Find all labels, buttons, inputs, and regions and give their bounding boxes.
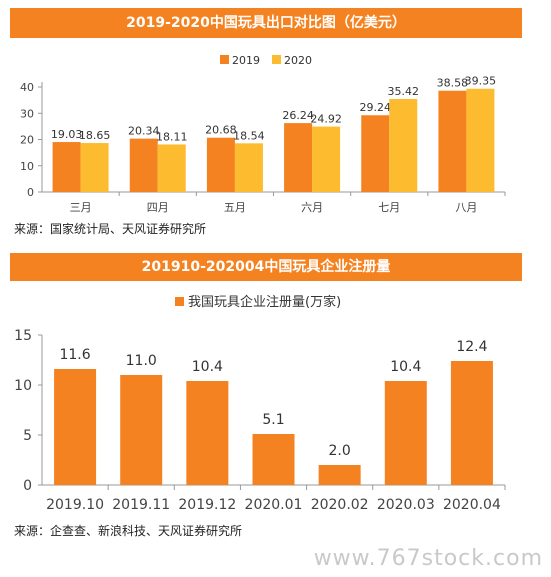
chart1-data-label: 29.24 [360,101,392,114]
chart1-bar-2019 [52,142,81,192]
chart1-y-tick-label: 10 [20,160,34,173]
chart2-x-tick-label: 2020.01 [245,497,303,513]
chart1-legend-swatch [220,55,229,64]
chart2-legend-label: 我国玩具企业注册量(万家) [188,294,341,310]
chart1-data-label: 26.24 [282,109,314,122]
chart1-bar-2019 [361,115,390,192]
chart1-bar-2020 [80,143,109,192]
chart2-y-tick-label: 10 [14,378,32,394]
chart2-x-tick-label: 2020.04 [443,497,501,513]
chart1-data-label: 20.68 [205,124,237,137]
chart2-x-tick-label: 2019.10 [46,497,104,513]
chart1-x-tick-label: 四月 [147,201,169,214]
chart1-data-label: 39.35 [465,75,497,88]
chart1-y-tick-label: 40 [20,81,34,94]
chart2-title-banner: 201910-202004中国玩具企业注册量 [10,253,522,281]
chart2-data-label: 12.4 [456,339,487,355]
chart1-bar-2019 [284,123,313,192]
chart1-bar-2019 [206,137,235,192]
chart2-y-tick-label: 15 [14,328,32,344]
chart1-x-tick-label: 八月 [455,201,477,214]
chart2-x-tick-label: 2020.03 [377,497,435,513]
chart1-bar-2020 [466,88,495,192]
chart1-legend-label: 2020 [284,54,312,67]
chart2-x-tick-label: 2019.12 [178,497,236,513]
chart1-data-label: 18.65 [79,129,111,142]
chart2-bar [186,381,229,485]
chart1-data-label: 24.92 [310,113,342,126]
chart2-bar [318,465,361,485]
chart1-bar-2020 [157,144,186,192]
chart1-bar-2020 [234,143,263,192]
chart2-bar [54,369,97,485]
chart1-bar-2020 [312,126,341,192]
chart1-data-label: 18.54 [233,129,265,142]
chart1-y-tick-label: 30 [20,107,34,120]
chart1-title-banner: 2019-2020中国玩具出口对比图（亿美元） [10,8,522,38]
chart1-x-tick-label: 七月 [378,201,400,214]
chart2-data-label: 11.6 [59,347,90,363]
chart2-data-label: 2.0 [329,443,351,459]
chart2-source-note: 来源：企查查、新浪科技、天风证券研究所 [14,524,243,538]
chart2-data-label: 5.1 [262,412,284,428]
chart1-x-tick-label: 五月 [224,201,246,214]
chart1-data-label: 20.34 [128,125,160,138]
chart2-bar [384,381,427,485]
chart1-bar-2019 [438,90,467,192]
chart1-legend-label: 2019 [232,54,260,67]
chart2-legend-swatch [175,297,184,306]
chart2-x-tick-label: 2020.02 [311,497,369,513]
chart1-data-label: 19.03 [51,128,83,141]
chart1-x-tick-label: 三月 [70,201,92,214]
chart2-bar [120,375,163,485]
chart1-data-label: 18.11 [156,130,188,143]
chart2-data-label: 10.4 [192,359,223,375]
chart2-bar [252,434,295,485]
chart1-y-tick-label: 20 [20,134,34,147]
chart1-source-note: 来源：国家统计局、天风证券研究所 [14,222,207,236]
chart1-legend-swatch [272,55,281,64]
chart2-y-tick-label: 0 [23,478,32,494]
chart2-x-tick-label: 2019.11 [112,497,170,513]
chart2-data-label: 10.4 [390,359,421,375]
chart1-data-label: 38.58 [437,77,469,90]
chart2-y-tick-label: 5 [23,428,32,444]
chart1-bar-2019 [129,138,158,192]
chart1-x-tick-label: 六月 [301,201,323,214]
chart2-bar [450,361,493,485]
chart1-data-label: 35.42 [388,85,420,98]
chart1-bar-2020 [389,99,418,192]
chart2-data-label: 11.0 [126,353,157,369]
chart1-y-tick-label: 0 [27,186,34,199]
watermark: www.767stock.com [313,546,543,571]
